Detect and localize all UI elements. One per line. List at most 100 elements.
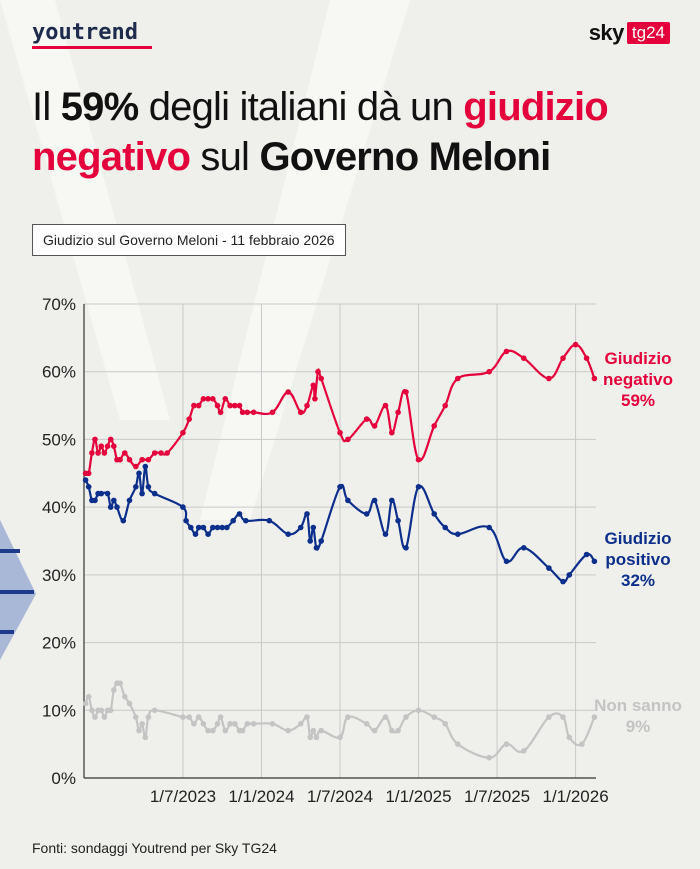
data-point-negative: [269, 409, 276, 416]
data-point-unknown: [239, 727, 246, 734]
series-end-label-positive: Giudizio positivo 32%: [604, 529, 671, 590]
data-point-unknown: [345, 714, 351, 720]
series-end-label-line: Giudizio: [604, 349, 671, 368]
data-point-negative: [583, 355, 590, 362]
series-unknown: [82, 680, 598, 761]
data-point-positive: [139, 490, 145, 497]
data-point-unknown: [186, 714, 192, 720]
data-point-unknown: [313, 734, 320, 741]
data-point-unknown: [126, 700, 133, 707]
series-negative: [82, 341, 598, 477]
data-point-negative: [244, 409, 251, 416]
data-point-unknown: [431, 714, 438, 720]
series-end-label-negative: Giudizio negativo 59%: [603, 349, 673, 410]
headline-part: sul: [190, 135, 260, 179]
data-point-positive: [395, 517, 401, 524]
data-point-negative: [126, 456, 133, 463]
data-point-negative: [205, 396, 211, 402]
y-tick-label: 0%: [51, 769, 76, 788]
data-point-negative: [217, 409, 224, 416]
data-point-unknown: [122, 693, 128, 700]
data-point-unknown: [117, 680, 123, 686]
data-point-negative: [180, 429, 186, 436]
data-point-unknown: [503, 741, 510, 747]
data-point-positive: [183, 517, 189, 524]
x-tick-label: 1/1/2025: [385, 787, 451, 806]
data-point-positive: [243, 517, 249, 524]
data-point-positive: [82, 477, 89, 483]
data-point-negative: [133, 463, 139, 470]
x-tick-label: 1/7/2025: [464, 787, 530, 806]
data-point-unknown: [180, 714, 186, 720]
data-point-unknown: [382, 714, 389, 720]
data-point-negative: [503, 348, 510, 355]
data-point-negative: [139, 456, 145, 463]
data-point-positive: [180, 504, 186, 510]
data-point-negative: [337, 429, 343, 436]
data-point-positive: [151, 490, 158, 497]
data-point-positive: [111, 497, 117, 504]
data-point-unknown: [111, 687, 117, 693]
series-end-label-unknown: Non sanno 9%: [594, 696, 682, 736]
data-point-negative: [250, 409, 257, 416]
data-point-positive: [224, 524, 230, 531]
data-point-negative: [89, 450, 95, 456]
data-point-positive: [310, 524, 317, 531]
headline-highlight: giudizio negativo: [32, 85, 609, 179]
data-point-negative: [195, 402, 202, 409]
data-point-positive: [546, 565, 552, 571]
data-point-unknown: [371, 727, 378, 734]
data-point-positive: [371, 497, 378, 504]
data-point-unknown: [591, 714, 598, 720]
data-point-unknown: [222, 727, 229, 734]
y-tick-label: 10%: [42, 701, 76, 720]
data-point-negative: [312, 396, 318, 402]
series-end-label-line: positivo: [605, 550, 670, 569]
y-tick-label: 20%: [42, 634, 76, 653]
data-point-positive: [210, 524, 216, 531]
data-point-negative: [297, 409, 304, 416]
data-point-positive: [486, 524, 493, 531]
data-point-negative: [85, 470, 92, 477]
data-point-negative: [285, 389, 292, 395]
data-point-negative: [186, 416, 192, 422]
data-point-negative: [371, 423, 378, 429]
data-point-unknown: [82, 700, 89, 707]
data-point-unknown: [89, 707, 95, 714]
data-point-negative: [389, 429, 395, 436]
data-point-positive: [120, 517, 127, 524]
data-point-negative: [318, 375, 325, 382]
data-point-unknown: [217, 714, 224, 720]
y-tick-label: 30%: [42, 566, 76, 585]
data-point-negative: [222, 396, 229, 402]
data-point-positive: [560, 578, 566, 585]
data-point-negative: [227, 402, 233, 409]
data-point-unknown: [107, 707, 114, 714]
data-point-positive: [363, 511, 370, 517]
data-point-negative: [345, 436, 351, 443]
data-point-positive: [583, 551, 590, 558]
data-point-unknown: [403, 714, 409, 720]
data-point-positive: [318, 538, 325, 544]
data-point-positive: [337, 484, 343, 490]
data-point-negative: [315, 368, 321, 375]
data-point-negative: [431, 423, 438, 429]
data-point-unknown: [310, 727, 317, 734]
headline-part: degli italiani dà un: [138, 85, 464, 129]
data-point-negative: [107, 436, 114, 443]
data-point-negative: [145, 456, 152, 463]
data-point-positive: [403, 545, 409, 551]
headline: Il 59% degli italiani dà un giudizio neg…: [32, 82, 682, 182]
data-point-negative: [214, 402, 221, 409]
data-point-negative: [104, 443, 111, 450]
data-point-positive: [188, 524, 194, 531]
y-tick-label: 70%: [42, 295, 76, 314]
headline-government: Governo Meloni: [259, 135, 551, 179]
data-point-positive: [266, 517, 273, 524]
data-point-unknown: [136, 727, 142, 734]
tg24-logo-badge: tg24: [626, 22, 670, 44]
skytg24-logo: sky tg24: [589, 20, 670, 46]
data-point-positive: [591, 558, 598, 565]
headline-part: Il: [32, 85, 61, 129]
data-point-negative: [572, 341, 579, 348]
